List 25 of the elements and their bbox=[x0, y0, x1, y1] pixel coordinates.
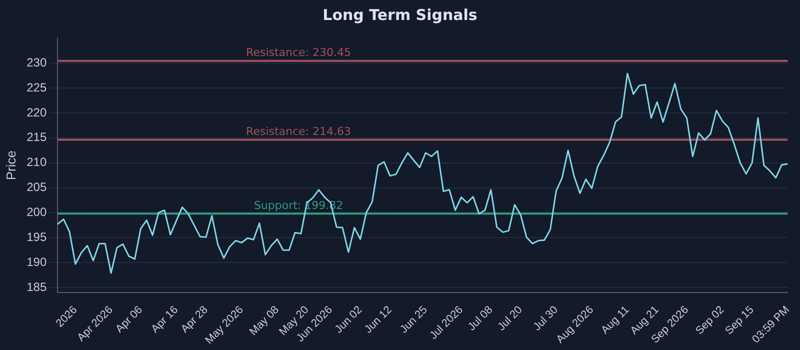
x-tick-label: Jul 20 bbox=[496, 304, 525, 334]
y-tick-label: 190 bbox=[26, 254, 47, 269]
y-tick-label: 215 bbox=[26, 130, 47, 144]
x-tick-label: Jun 25 bbox=[398, 304, 430, 336]
y-tick-label: 220 bbox=[26, 105, 47, 120]
x-tick-label: Jul 08 bbox=[466, 304, 496, 334]
y-tick-label: 195 bbox=[26, 230, 47, 244]
x-tick-label: Sep 02 bbox=[693, 304, 727, 338]
y-tick-label: 205 bbox=[26, 180, 47, 194]
chart-title: Long Term Signals bbox=[322, 5, 478, 26]
y-tick-label: 210 bbox=[26, 155, 47, 170]
x-tick-label: Jun 02 bbox=[332, 304, 365, 336]
x-tick-label: Jun 12 bbox=[362, 304, 394, 336]
y-tick-label: 225 bbox=[26, 80, 47, 94]
x-tick-label: Jul 30 bbox=[531, 304, 560, 334]
x-tick-label: Apr 06 bbox=[114, 304, 145, 336]
x-tick-label: Apr 16 bbox=[149, 304, 181, 336]
y-axis-title: Price bbox=[3, 150, 18, 180]
ref-line-label: Resistance: 230.45 bbox=[246, 46, 352, 60]
y-tick-label: 185 bbox=[26, 280, 47, 294]
x-tick-label: Aug 11 bbox=[599, 304, 632, 337]
x-tick-label: Apr 28 bbox=[178, 304, 210, 336]
y-tick-label: 200 bbox=[26, 205, 47, 220]
y-tick-label: 230 bbox=[26, 55, 47, 70]
ref-line-label: Resistance: 214.63 bbox=[246, 125, 352, 138]
